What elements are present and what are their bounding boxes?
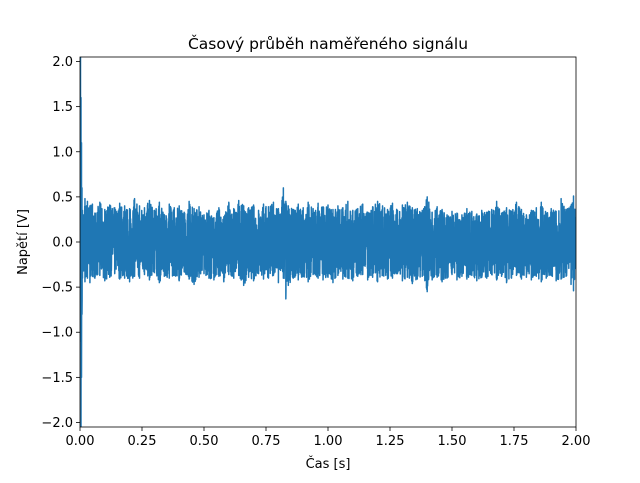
x-tick-label: 2.00: [562, 434, 591, 449]
x-tick-label: 1.75: [500, 434, 529, 449]
signal-line: [80, 57, 576, 427]
series-layer: [80, 57, 576, 427]
y-tick-label: −1.5: [41, 371, 73, 386]
y-tick-label: 1.5: [52, 100, 73, 115]
x-tick-label: 0.00: [66, 434, 95, 449]
y-tick-label: −1.0: [41, 326, 73, 341]
chart-title: Časový průběh naměřeného signálu: [188, 34, 468, 53]
x-tick-label: 0.25: [128, 434, 157, 449]
y-tick-label: 0.5: [52, 190, 73, 205]
y-tick-label: 1.0: [52, 145, 73, 160]
y-tick-label: 0.0: [52, 236, 73, 251]
x-axis-ticks: 0.00 0.25 0.50 0.75 1.00 1.25 1.50 1.75 2.00: [66, 427, 591, 449]
y-axis-label: Napětí [V]: [16, 209, 31, 275]
x-axis-label: Čas [s]: [306, 456, 351, 472]
y-axis-ticks: −2.0 −1.5 −1.0 −0.5 0.0 0.5 1.0 1.5 2.0: [41, 55, 80, 431]
x-tick-label: 0.75: [252, 434, 281, 449]
y-tick-label: −0.5: [41, 281, 73, 296]
x-tick-label: 1.00: [314, 434, 343, 449]
x-tick-label: 1.25: [376, 434, 405, 449]
x-tick-label: 0.50: [190, 434, 219, 449]
y-tick-label: 2.0: [52, 55, 73, 70]
y-tick-label: −2.0: [41, 416, 73, 431]
x-tick-label: 1.50: [438, 434, 467, 449]
